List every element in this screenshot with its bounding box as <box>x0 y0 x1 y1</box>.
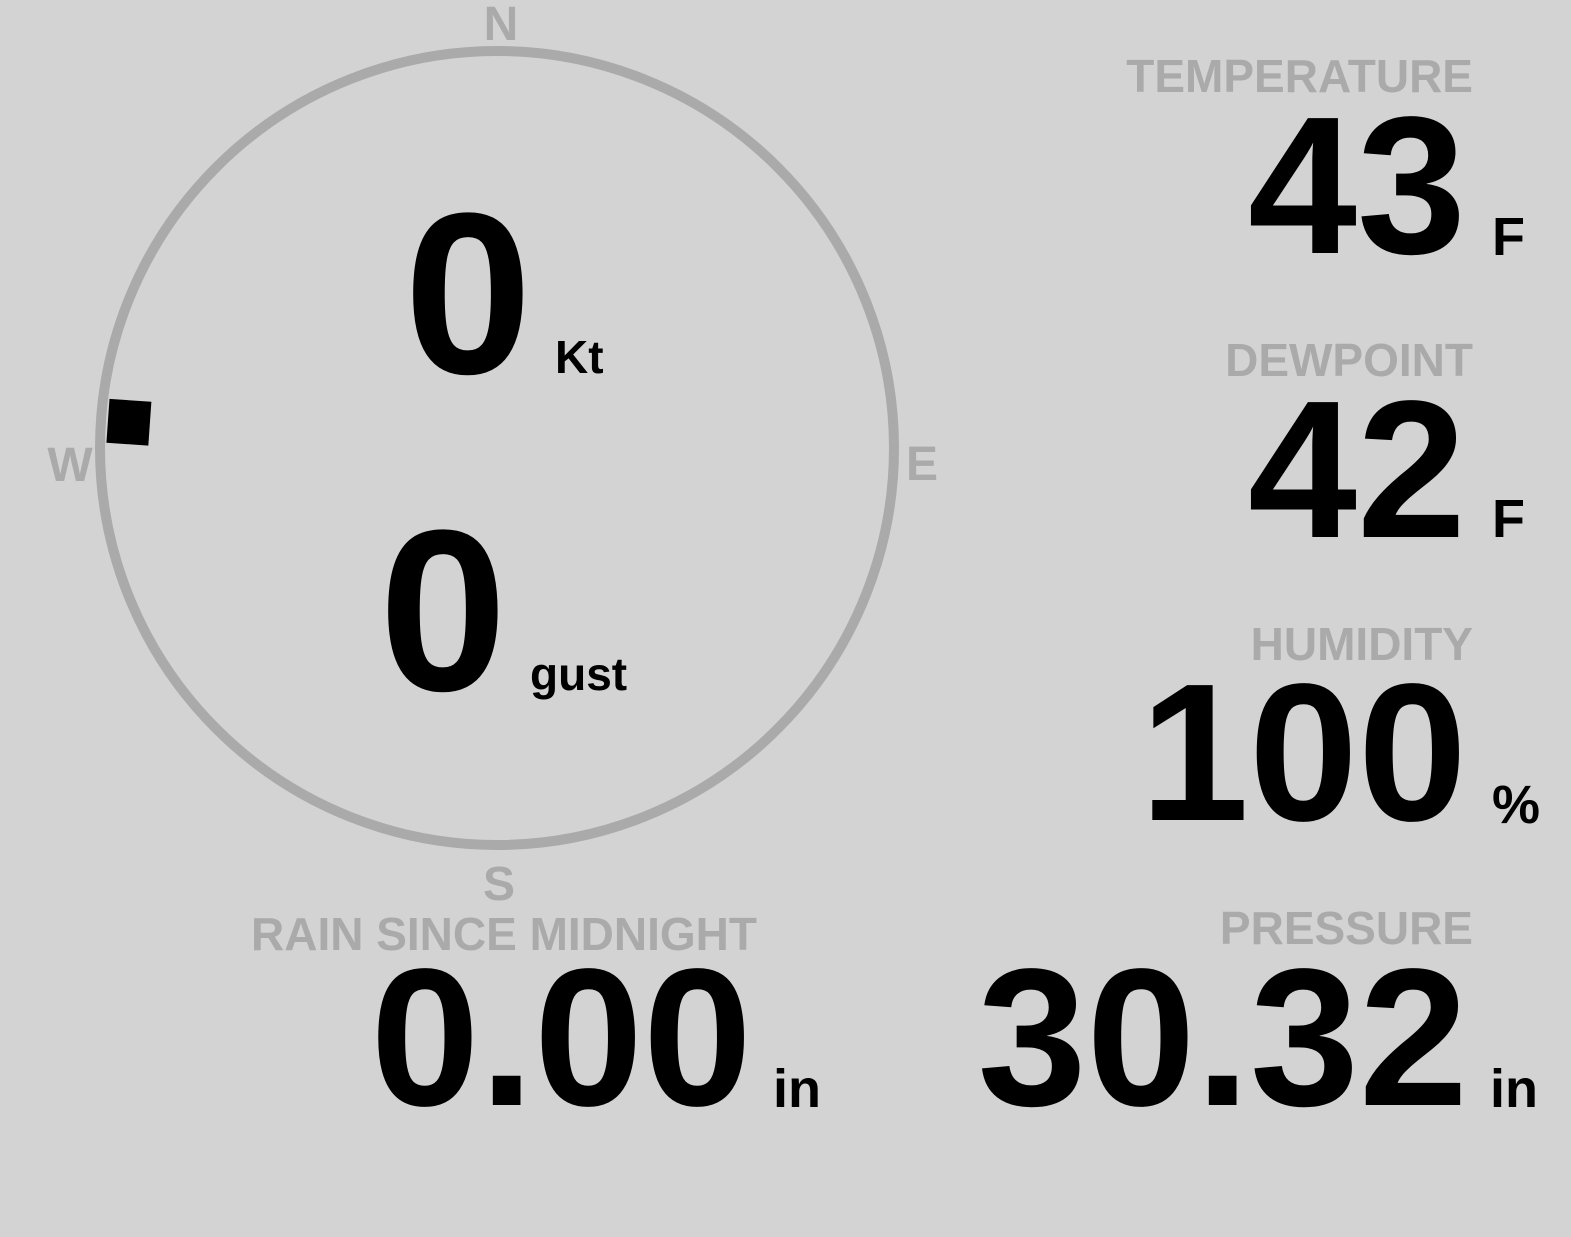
compass-north: N <box>484 0 519 51</box>
wind-gust-label: gust <box>530 648 627 700</box>
compass-south: S <box>483 858 515 911</box>
dewpoint-unit: F <box>1492 489 1525 549</box>
wind-speed-value: 0 <box>404 165 532 422</box>
wind-direction-marker <box>106 398 152 446</box>
rain-label: RAIN SINCE MIDNIGHT <box>251 908 757 960</box>
rain-panel: RAIN SINCE MIDNIGHT 0.00 in <box>251 908 821 1147</box>
dewpoint-value: 42 <box>1248 360 1466 579</box>
pressure-unit: in <box>1490 1059 1538 1119</box>
compass-east: E <box>906 438 938 491</box>
humidity-value: 100 <box>1140 643 1467 862</box>
rain-value: 0.00 <box>371 928 752 1147</box>
pressure-value: 30.32 <box>978 928 1468 1147</box>
wind-speed-unit: Kt <box>555 331 604 383</box>
wind-gust-value: 0 <box>379 482 507 739</box>
temperature-label: TEMPERATURE <box>1126 50 1473 102</box>
temperature-panel: TEMPERATURE 43 F <box>1126 50 1525 295</box>
temperature-value: 43 <box>1248 76 1466 295</box>
humidity-unit: % <box>1492 775 1540 835</box>
dewpoint-label: DEWPOINT <box>1225 334 1473 386</box>
compass-ring <box>95 46 899 850</box>
compass-west: W <box>47 439 93 492</box>
pressure-label: PRESSURE <box>1220 902 1473 954</box>
dewpoint-panel: DEWPOINT 42 F <box>1225 334 1525 579</box>
humidity-label: HUMIDITY <box>1251 618 1473 670</box>
wind-compass: N S E W 0 Kt 0 gust <box>47 0 938 911</box>
pressure-panel: PRESSURE 30.32 in <box>978 902 1538 1147</box>
humidity-panel: HUMIDITY 100 % <box>1140 618 1540 862</box>
temperature-unit: F <box>1492 207 1525 267</box>
rain-unit: in <box>773 1059 821 1119</box>
